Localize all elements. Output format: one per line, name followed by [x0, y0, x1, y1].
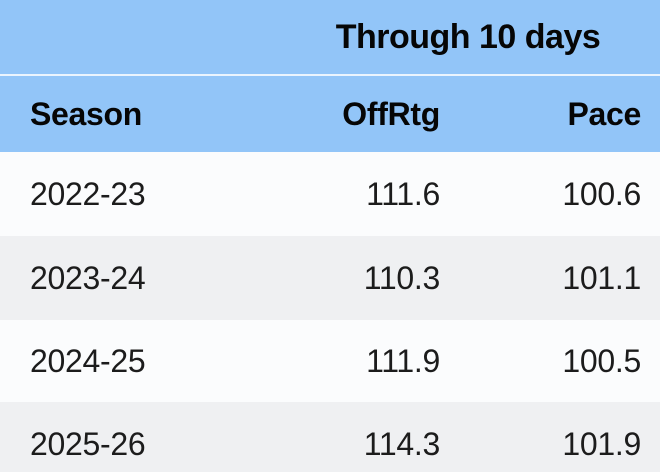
table-row: 2022-23 111.6 100.6 — [0, 152, 660, 236]
offrtg-cell: 111.9 — [366, 342, 440, 379]
table-row: 2025-26 114.3 101.9 — [0, 402, 660, 472]
table-row: 2024-25 111.9 100.5 — [0, 320, 660, 402]
header-divider — [0, 74, 660, 76]
column-header-offrtg: OffRtg — [342, 95, 440, 132]
pace-cell: 100.6 — [562, 175, 641, 212]
column-header-season: Season — [30, 95, 143, 132]
season-cell: 2024-25 — [30, 342, 146, 379]
season-cell: 2022-23 — [30, 175, 146, 212]
offrtg-cell: 114.3 — [363, 425, 441, 462]
offrtg-cell: 110.3 — [363, 259, 441, 296]
pace-cell: 101.9 — [562, 425, 641, 462]
season-cell: 2023-24 — [30, 259, 146, 296]
season-cell: 2025-26 — [30, 425, 146, 462]
group-header-row: Through 10 days — [0, 0, 660, 74]
column-header-row: Season OffRtg Pace — [0, 76, 660, 152]
column-header-pace: Pace — [567, 95, 641, 132]
group-header-title: Through 10 days — [335, 17, 601, 56]
pace-cell: 100.5 — [562, 342, 641, 379]
offrtg-cell: 111.6 — [366, 175, 440, 212]
table-row: 2023-24 110.3 101.1 — [0, 236, 660, 320]
pace-cell: 101.1 — [562, 259, 641, 296]
